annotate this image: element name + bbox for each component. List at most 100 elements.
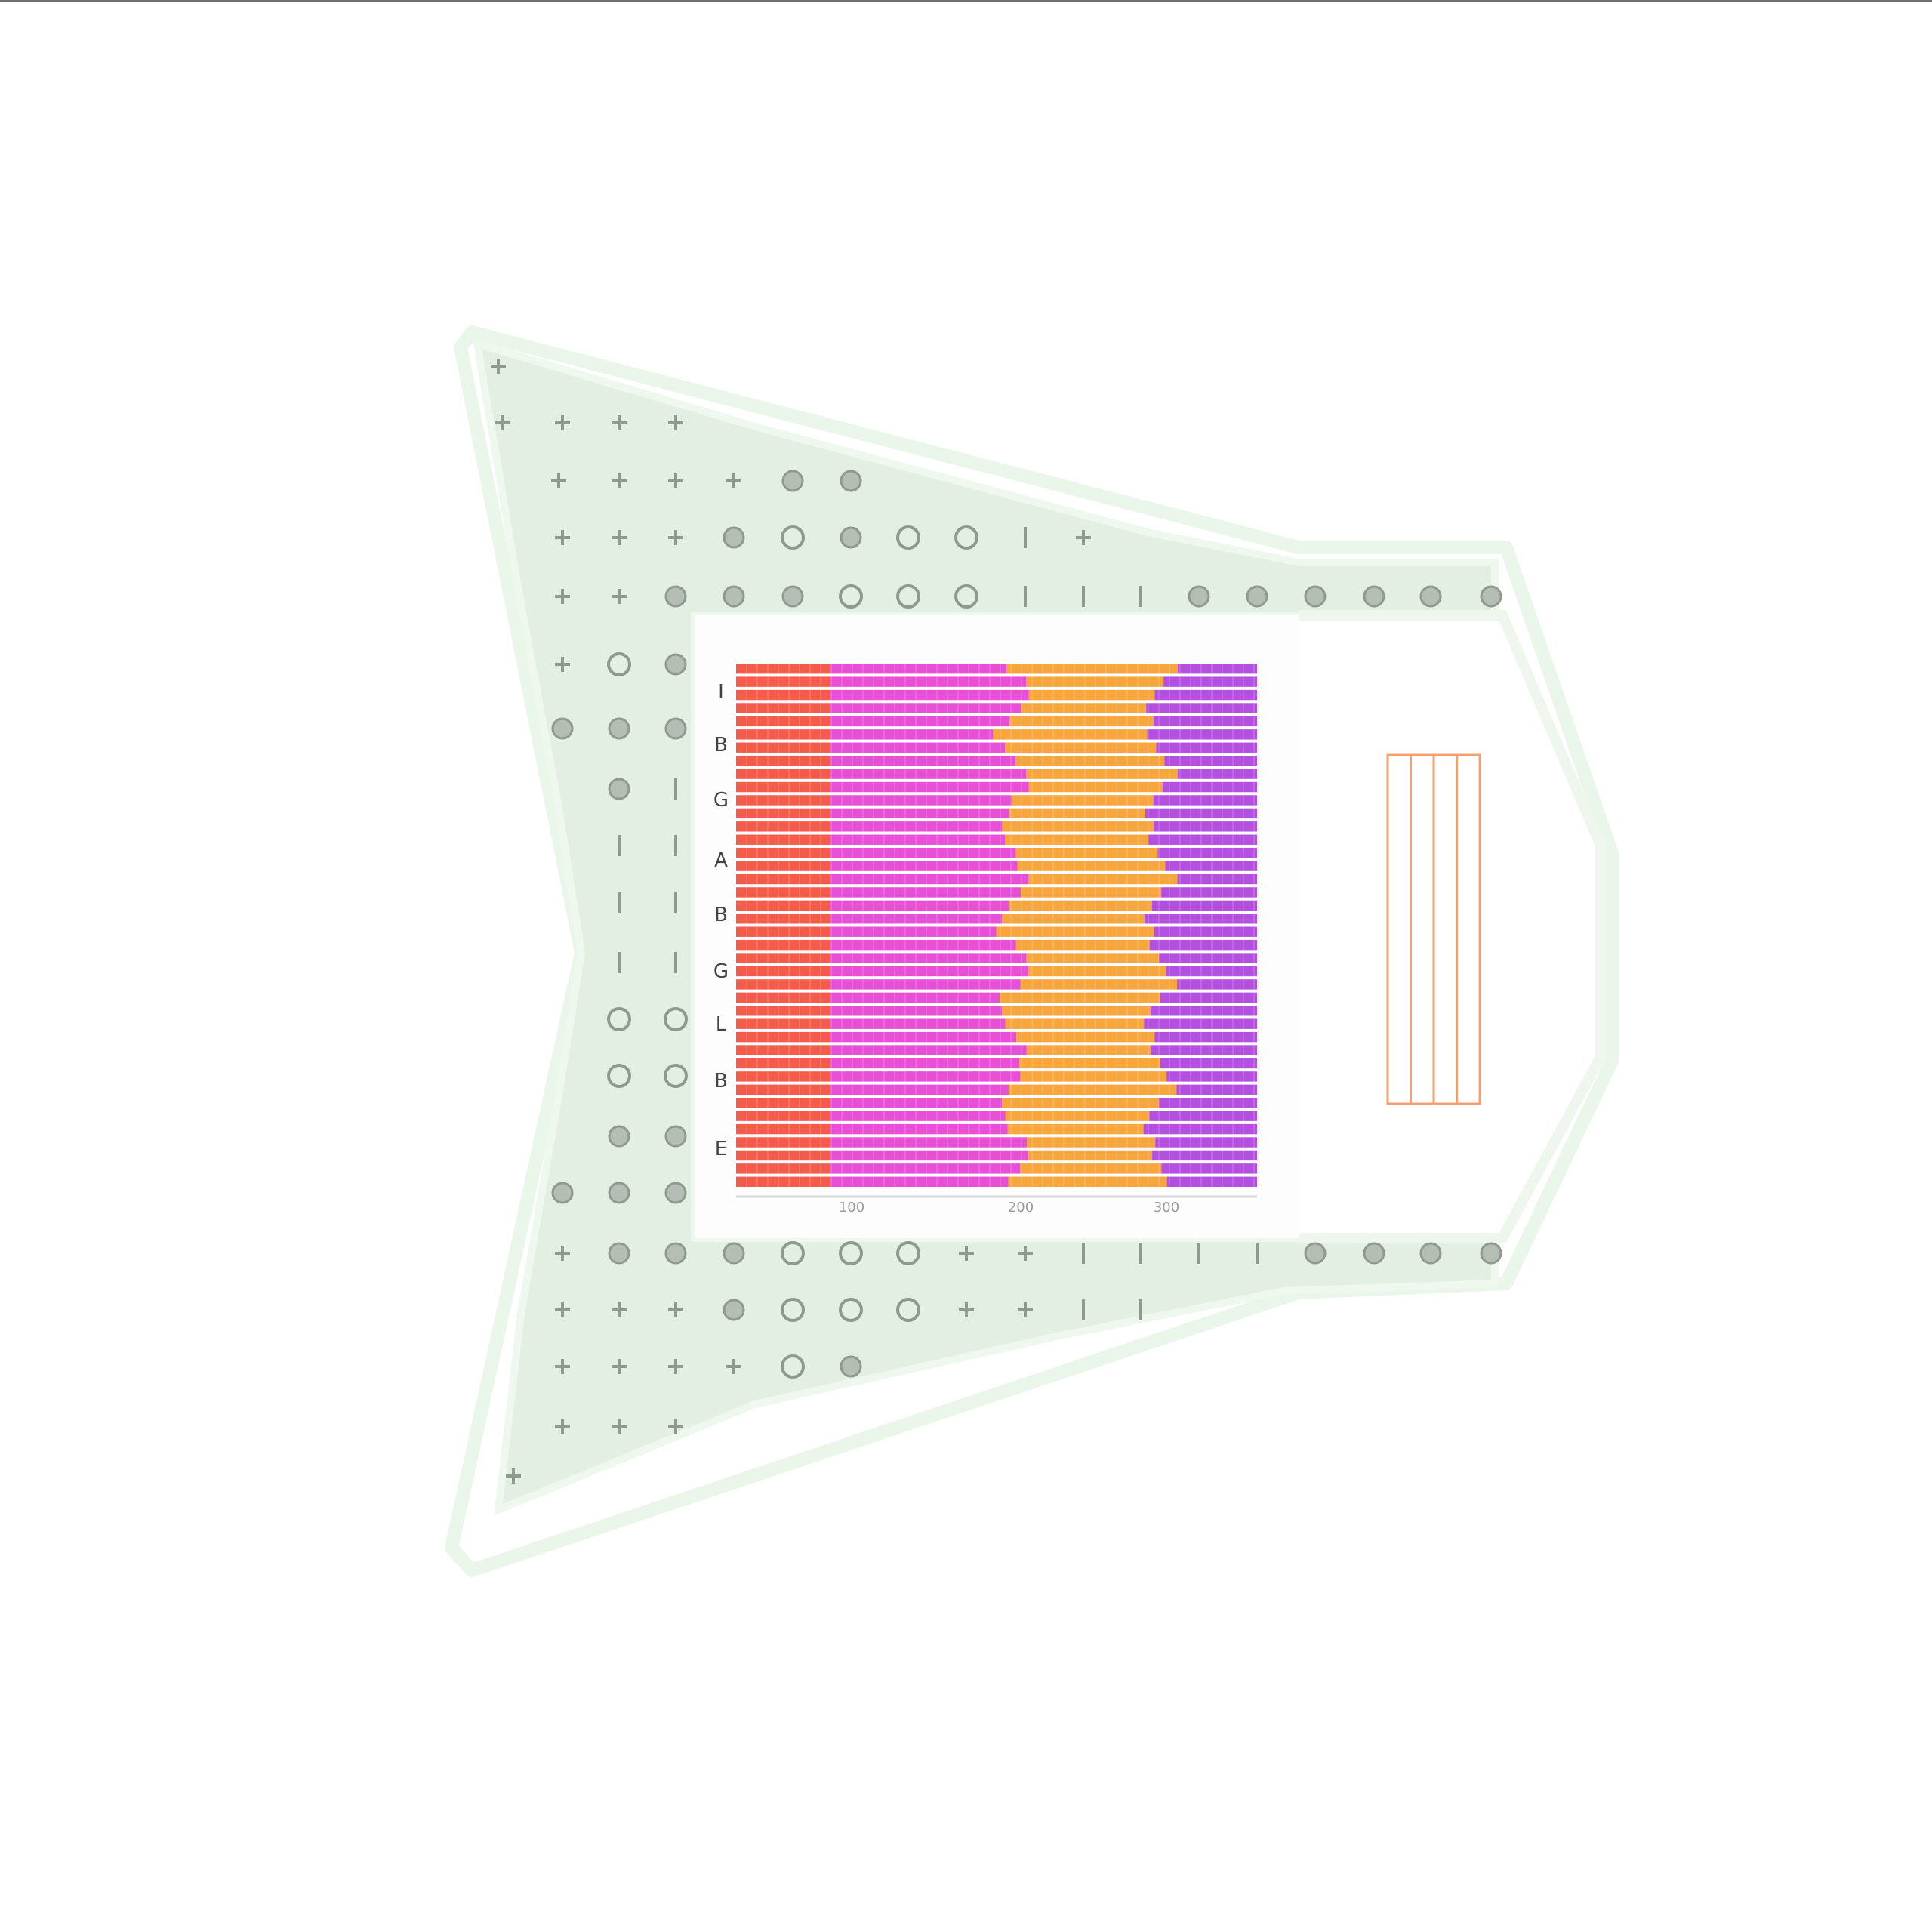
seat-row-zone-b [830,1006,1003,1016]
seat-row-zone-c [1020,1071,1167,1082]
seat-row-zone-d [1145,808,1257,819]
seat-row-zone-c [996,926,1154,937]
seat-row-zone-b [830,689,1029,701]
seat-row-zone-d [1147,729,1257,740]
seat-row-zone-a [736,992,830,1003]
tree-icon [896,1241,920,1265]
seat-row-zone-c [1005,834,1149,845]
seat-row-zone-c [1002,1098,1159,1108]
seat-row-zone-d [1146,703,1257,713]
tree-icon [896,1298,920,1322]
tree-icon [1076,530,1091,545]
seat-row-zone-a [736,861,830,871]
seat-row-zone-d [1177,769,1257,779]
seat-row-zone-a [736,834,830,845]
tree-icon [551,1182,574,1204]
seat-row-zone-b [830,914,1003,924]
tree-icon [954,584,978,609]
seat-row-zone-b [830,1018,1006,1029]
seat-row-zone-c [1028,689,1155,701]
tree-icon [608,778,630,800]
seat-row-zone-a [736,979,830,990]
tree-icon [1018,1302,1033,1317]
seat-row-zone-b [830,979,1021,990]
seat-row-zone-d [1151,1006,1257,1016]
seat-row-zone-c [1021,887,1162,898]
tree-icon [954,525,978,550]
tree-icon [555,530,570,545]
tree-icon [664,1125,687,1148]
tree-icon [608,717,630,740]
tree-icon [1419,1242,1442,1265]
tree-icon [839,1298,863,1322]
seat-row-zone-d [1154,926,1257,937]
seat-row-zone-a [736,887,830,898]
seat-row-zone-c [1028,781,1163,793]
seat-row-zone-c [1009,808,1146,819]
seat-row-zone-c [1005,1111,1150,1121]
seat-row-zone-b [830,769,1027,779]
seat-row-zone-c [1026,953,1160,963]
seat-row-zone-c [1008,1176,1167,1187]
seat-row-zone-b [830,1137,1027,1148]
seat-row-zone-d [1177,979,1257,990]
seat-row-zone-c [1005,1018,1145,1029]
seat-row-zone-d [1159,953,1257,963]
seat-row-zone-a [736,939,830,951]
seat-row-zone-d [1160,1058,1257,1069]
seat-row-zone-c [1017,861,1166,871]
tree-icon [726,473,741,488]
row-marker: B [714,734,728,756]
seat-row-zone-d [1165,861,1257,871]
tree-icon [608,1242,630,1265]
seat-row-zone-b [830,755,1016,766]
tree-symbols [491,359,1502,1484]
tree-icon [607,652,631,676]
seat-row-zone-b [830,703,1021,713]
seat-row-zone-c [1008,1084,1177,1095]
tree-icon [555,589,570,604]
tree-icon [896,584,920,609]
seat-row-zone-d [1166,966,1257,977]
seat-row-zone-c [1002,821,1154,832]
tree-icon [1363,585,1385,608]
seat-row-zone-d [1157,847,1257,858]
tree-icon [840,1355,862,1378]
tree-icon [781,1241,805,1265]
seat-row-zone-a [736,1098,830,1108]
tree-icon [551,717,574,740]
row-marker: E [715,1138,727,1160]
scale-marker: 200 [1008,1200,1034,1216]
seat-row-zone-b [830,953,1027,963]
tree-icon [506,1468,521,1484]
seat-row-zone-a [736,1006,830,1016]
seat-row-zone-a [736,821,830,832]
seat-row-zone-b [830,795,1012,806]
tree-icon [668,1359,683,1374]
tree-icon [612,1302,627,1317]
seat-row-zone-d [1143,1123,1257,1135]
seat-row-zone-b [830,1150,1029,1161]
seat-row-zone-c [1015,847,1158,858]
row-marker: G [713,789,729,812]
seat-row-zone-d [1151,1045,1257,1055]
tree-icon [664,1182,687,1204]
tree-icon [723,585,745,608]
tree-icon [1018,1246,1033,1261]
seat-row-zone-a [736,769,830,779]
tree-icon [723,1242,745,1265]
seat-row-zone-c [1021,703,1147,713]
seat-row-zone-a [736,1111,830,1121]
tree-icon [839,1241,863,1265]
seat-row-zone-a [736,729,830,740]
tree-icon [555,1302,570,1317]
tree-icon [664,1064,688,1088]
seat-row-zone-b [830,1111,1006,1121]
seat-row-zone-b [830,729,994,740]
tree-icon [668,1302,683,1317]
seat-row-zone-d [1153,795,1257,806]
seat-row-zone-a [736,1150,830,1161]
tree-icon [839,584,863,609]
seat-row-zone-a [736,1031,830,1043]
